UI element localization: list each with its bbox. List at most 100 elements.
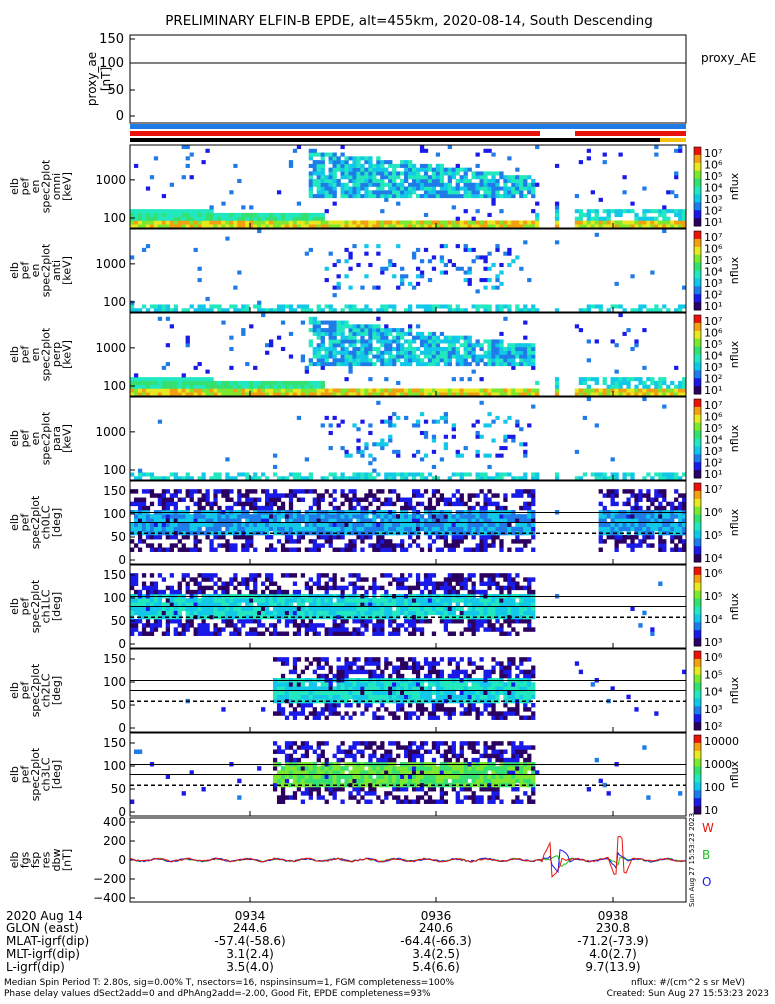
spectrogram-cell	[638, 506, 642, 510]
spectrogram-cell	[360, 514, 364, 518]
spectrogram-cell	[317, 355, 321, 359]
spectrogram-cell	[388, 548, 392, 552]
spectrogram-cell	[428, 362, 432, 366]
spectrogram-cell	[523, 187, 527, 191]
spectrogram-cell	[503, 252, 507, 256]
spectrogram-cell	[364, 442, 368, 446]
spectrogram-cell	[150, 543, 154, 547]
spectrogram-cell	[658, 385, 662, 389]
spectrogram-cell	[519, 190, 523, 194]
spectrogram-cell	[150, 523, 154, 527]
spectrogram-cell	[245, 220, 249, 224]
spectrogram-cell	[261, 514, 265, 518]
spectrogram-cell	[333, 168, 337, 172]
spectrogram-cell	[329, 332, 333, 336]
spectrogram-cell	[142, 627, 146, 631]
spectrogram-cell	[134, 388, 138, 392]
spectrogram-cell	[265, 351, 269, 355]
spectrogram-cell	[317, 498, 321, 502]
spectrogram-cell	[162, 527, 166, 531]
spectrogram-cell	[603, 388, 607, 392]
spectrogram-cell	[344, 175, 348, 179]
spectrogram-cell	[285, 388, 289, 392]
spectrogram-cell	[634, 523, 638, 527]
spectrogram-cell	[618, 213, 622, 217]
spectrogram-cell	[654, 514, 658, 518]
spectrogram-cell	[583, 213, 587, 217]
spectrogram-cell	[352, 523, 356, 527]
spectrogram-cell	[472, 171, 476, 175]
spectrogram-cell	[293, 539, 297, 543]
spectrogram-cell	[666, 388, 670, 392]
spectrogram-cell	[511, 527, 515, 531]
spectrogram-cell	[209, 213, 213, 217]
spectrogram-cell	[344, 527, 348, 531]
spectrogram-cell	[281, 381, 285, 385]
spectrogram-cell	[638, 489, 642, 493]
spectrogram-cell	[503, 527, 507, 531]
spectrogram-cell	[273, 385, 277, 389]
spectrogram-cell	[654, 385, 658, 389]
spectrogram-cell	[229, 385, 233, 389]
spectrogram-cell	[344, 377, 348, 381]
spectrogram-cell	[479, 278, 483, 282]
spectrogram-cell	[201, 304, 205, 308]
spectrogram-cell	[337, 548, 341, 552]
spectrogram-cell	[519, 427, 523, 431]
spectrogram-cell	[340, 153, 344, 157]
spectrogram-cell	[170, 493, 174, 497]
spectrogram-cell	[333, 175, 337, 179]
spectrogram-cell	[392, 168, 396, 172]
spectrogram-cell	[201, 377, 205, 381]
spectrogram-cell	[476, 435, 480, 439]
spectrogram-cell	[495, 388, 499, 392]
spectrogram-cell	[162, 366, 166, 370]
spectrogram-cell	[293, 381, 297, 385]
spectrogram-cell	[313, 332, 317, 336]
spectrogram-cell	[305, 252, 309, 256]
spectrogram-cell	[483, 267, 487, 271]
spectrogram-cell	[150, 217, 154, 221]
spectrogram-cell	[384, 343, 388, 347]
spectrogram-cell	[503, 446, 507, 450]
spectrogram-cell	[436, 489, 440, 493]
spectrogram-cell	[483, 259, 487, 263]
spectrogram-cell	[205, 149, 209, 153]
spectrogram-cell	[166, 611, 170, 615]
spectrogram-cell	[432, 388, 436, 392]
spectrogram-cell	[646, 543, 650, 547]
spectrogram-cell	[205, 498, 209, 502]
spectrogram-cell	[388, 347, 392, 351]
spectrogram-cell	[329, 168, 333, 172]
spectrogram-cell	[479, 388, 483, 392]
spectrogram-cell	[674, 543, 678, 547]
spectrogram-cell	[456, 362, 460, 366]
spectrogram-cell	[491, 286, 495, 290]
spectrogram-cell	[241, 582, 245, 586]
spectrogram-cell	[523, 362, 527, 366]
spectrogram-cell	[638, 539, 642, 543]
spectrogram-cell	[432, 539, 436, 543]
spectrogram-cell	[269, 388, 273, 392]
spectrogram-cell	[150, 535, 154, 539]
spectrogram-cell	[372, 171, 376, 175]
spectrogram-cell	[273, 548, 277, 552]
spectrogram-cell	[309, 190, 313, 194]
spectrogram-cell	[333, 388, 337, 392]
spectrogram-cell	[666, 220, 670, 224]
spectrogram-cell	[372, 194, 376, 198]
spectrogram-cell	[233, 586, 237, 590]
spectrogram-cell	[479, 539, 483, 543]
spectrogram-cell	[368, 336, 372, 340]
spectrogram-cell	[388, 523, 392, 527]
spectrogram-cell	[464, 209, 468, 213]
spectrogram-cell	[523, 358, 527, 362]
spectrogram-cell	[166, 506, 170, 510]
spectrogram-cell	[217, 523, 221, 527]
spectrogram-cell	[476, 450, 480, 454]
spectrogram-cell	[479, 523, 483, 527]
spectrogram-cell	[344, 183, 348, 187]
spectrogram-cell	[444, 220, 448, 224]
spectrogram-cell	[479, 506, 483, 510]
spectrogram-cell	[356, 523, 360, 527]
